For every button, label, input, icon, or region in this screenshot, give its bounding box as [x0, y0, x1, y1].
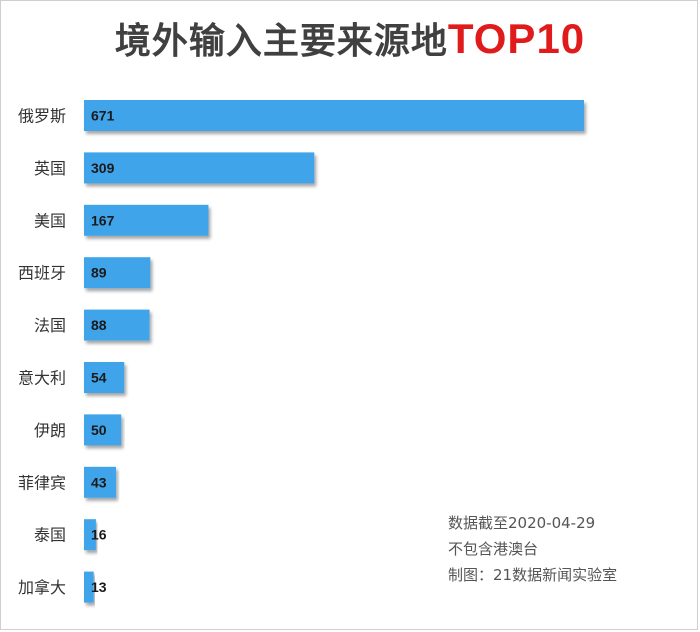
value-label: 43: [91, 474, 107, 490]
value-label: 16: [91, 527, 107, 543]
category-label: 英国: [34, 159, 66, 178]
value-label: 671: [91, 108, 115, 124]
category-label: 俄罗斯: [18, 107, 66, 126]
category-label: 菲律宾: [18, 473, 66, 492]
bar: [84, 466, 117, 498]
bar: [84, 100, 584, 131]
category-label: 加拿大: [18, 578, 66, 597]
bar: [84, 152, 315, 184]
bar: [84, 571, 94, 603]
bar: [84, 204, 209, 236]
bar: [84, 519, 96, 551]
bar: [84, 257, 151, 289]
bar: [84, 309, 150, 341]
bar: [84, 414, 122, 446]
note-scope: 不包含港澳台: [448, 540, 539, 558]
value-label: 309: [91, 160, 115, 176]
chart-title: 境外输入主要来源地TOP10: [0, 14, 700, 67]
value-label: 88: [91, 317, 107, 333]
chart-notes: 数据截至2020-04-29 不包含港澳台 制图：21数据新闻实验室: [448, 510, 688, 588]
category-label: 西班牙: [18, 264, 66, 283]
bar: [84, 362, 125, 393]
chart-title-main: 境外输入主要来源地: [114, 21, 448, 62]
category-label: 伊朗: [34, 421, 66, 440]
value-label: 13: [91, 579, 107, 595]
note-date: 数据截至2020-04-29: [448, 514, 596, 532]
note-credit: 制图：21数据新闻实验室: [448, 566, 618, 584]
category-label: 美国: [34, 211, 66, 230]
category-label: 泰国: [34, 526, 66, 545]
category-label: 法国: [34, 316, 66, 335]
category-label: 意大利: [18, 369, 66, 388]
value-label: 89: [91, 265, 107, 281]
value-label: 54: [91, 370, 107, 386]
chart-title-accent: TOP10: [447, 15, 586, 62]
value-label: 167: [91, 212, 115, 228]
value-label: 50: [91, 422, 107, 438]
